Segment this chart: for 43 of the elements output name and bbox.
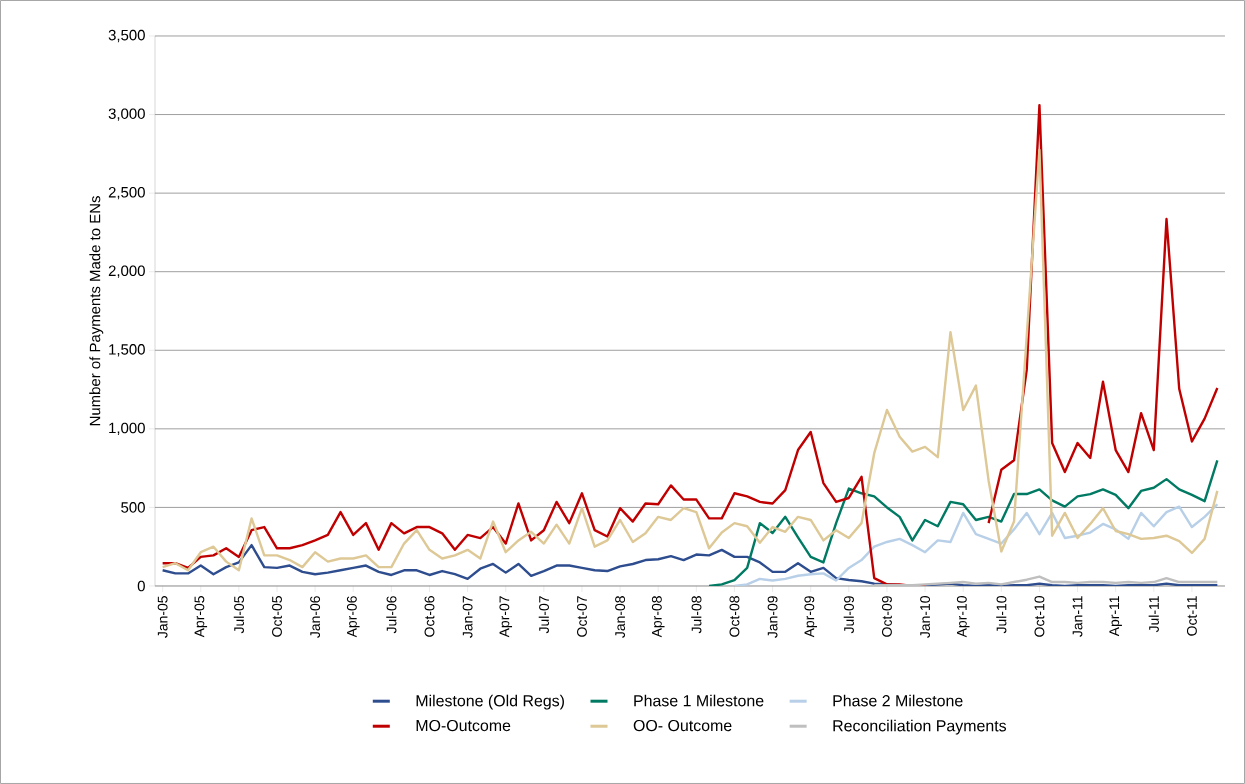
legend-label: Phase 2 Milestone: [833, 694, 963, 707]
x-tick-label: Jan-09: [767, 596, 778, 638]
y-tick-label: 0: [137, 580, 145, 592]
x-tick-label: Oct-09: [882, 596, 892, 637]
x-tick-label: Apr-06: [346, 596, 360, 638]
x-tick-label: Jan-05: [157, 596, 168, 638]
x-tick-label: Jul-05: [233, 596, 244, 634]
x-tick-label: Jan-10: [920, 596, 931, 638]
x-tick-label: Apr-09: [804, 596, 818, 638]
x-tick-label: Apr-07: [499, 596, 513, 638]
legend-label: MO-Outcome: [416, 719, 511, 732]
legend-label: Reconciliation Payments: [833, 719, 1007, 735]
x-tick-label: Apr-05: [194, 596, 208, 638]
x-tick-label: Oct-06: [424, 596, 435, 637]
x-tick-label: Oct-10: [1034, 596, 1045, 637]
y-tick-label: 1,500: [109, 344, 145, 357]
y-tick-label: 2,500: [108, 186, 145, 200]
y-tick-label: 500: [121, 502, 145, 513]
y-tick-label: 3,000: [108, 108, 145, 121]
y-tick-label: 3,500: [108, 29, 145, 43]
legend-label: Phase 1 Milestone: [634, 694, 764, 707]
x-tick-label: Apr-10: [956, 596, 970, 638]
x-tick-label: Oct-08: [729, 596, 740, 637]
x-tick-label: Oct-07: [577, 596, 587, 637]
x-tick-label: Jul-09: [843, 596, 854, 634]
x-tick-label: Jul-10: [996, 596, 1007, 634]
x-tick-label: Oct-11: [1186, 596, 1197, 636]
y-tick-label: 2,000: [108, 265, 145, 278]
x-tick-label: Jul-08: [691, 596, 702, 634]
x-tick-label: Jul-06: [386, 596, 397, 634]
legend-label: OO- Outcome: [633, 719, 732, 732]
x-tick-label: Jul-11: [1148, 596, 1159, 633]
x-tick-label: Jan-07: [462, 596, 473, 638]
legend-label: Milestone (Old Regs): [416, 694, 564, 710]
x-tick-label: Apr-11: [1109, 596, 1122, 637]
x-tick-label: Oct-05: [272, 596, 282, 637]
x-tick-label: Jan-11: [1072, 596, 1083, 637]
x-tick-label: Jan-08: [615, 596, 626, 638]
x-tick-label: Jan-06: [310, 596, 321, 638]
x-tick-label: Jul-07: [538, 596, 549, 634]
x-tick-label: Apr-08: [651, 596, 665, 638]
y-tick-label: 1,000: [109, 422, 145, 436]
y-axis-title: Number of Payments Made to ENs: [89, 196, 104, 426]
